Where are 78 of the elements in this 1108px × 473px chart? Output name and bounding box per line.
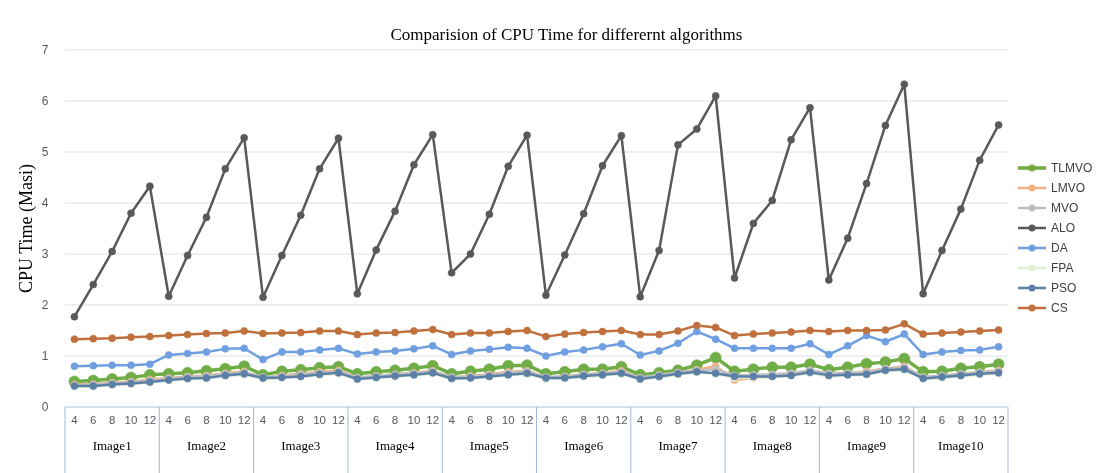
x-tick-label: 12	[237, 414, 251, 426]
legend-label: CS	[1051, 301, 1068, 316]
x-tick-label: 8	[769, 414, 776, 426]
x-tick-label: 12	[803, 414, 817, 426]
y-tick-label: 4	[41, 196, 49, 211]
y-tick-label: 3	[41, 247, 49, 262]
x-tick-label: 10	[218, 414, 232, 426]
text: Image9	[847, 438, 887, 453]
x-tick-label: 8	[674, 414, 682, 426]
x-tick-label: 4	[542, 414, 550, 426]
x-tick-label: 6	[561, 414, 568, 426]
x-tick-label: 10	[124, 414, 138, 426]
x-tick-label: 8	[297, 414, 304, 426]
x-tick-label: 4	[825, 414, 833, 426]
x-tick-label: 6	[90, 414, 97, 426]
x-tick-label: 12	[709, 414, 723, 426]
x-tick-label: 8	[391, 414, 399, 426]
x-tick-label: 4	[919, 414, 927, 426]
x-tick-label: 10	[407, 414, 421, 426]
x-tick-label: 8	[108, 414, 116, 426]
x-tick-label: 6	[750, 414, 757, 426]
x-tick-label: 4	[731, 414, 739, 426]
legend-label: PSO	[1051, 281, 1077, 296]
text: Image8	[752, 438, 792, 453]
x-tick-label: 8	[863, 414, 870, 426]
y-tick-label: 5	[41, 145, 49, 160]
x-tick-label: 10	[784, 414, 798, 426]
text: Image1	[92, 438, 132, 453]
y-tick-label: 6	[41, 94, 49, 109]
x-tick-label: 4	[259, 414, 267, 426]
text: Image4	[375, 438, 416, 453]
x-tick-label: 12	[332, 414, 345, 426]
x-tick-label: 10	[690, 414, 704, 426]
x-tick-label: 10	[501, 414, 515, 426]
chart-title: Comparision of CPU Time for differernt algorithms	[390, 25, 743, 44]
x-tick-label: 10	[973, 414, 987, 426]
x-tick-label: 6	[655, 414, 663, 426]
legend-label: MVO	[1051, 201, 1079, 216]
text: Image7	[658, 438, 698, 453]
x-tick-label: 6	[467, 414, 474, 426]
x-tick-label: 10	[313, 414, 327, 426]
legend-label: TLMVO	[1051, 161, 1093, 176]
text: Image3	[281, 438, 321, 453]
x-tick-label: 4	[448, 414, 456, 426]
text: Image6	[564, 438, 604, 453]
x-tick-label: 8	[957, 414, 965, 426]
y-tick-label: 2	[41, 298, 49, 313]
legend-label: ALO	[1051, 221, 1076, 236]
legend-label: FPA	[1051, 261, 1074, 276]
x-tick-label: 4	[354, 414, 362, 426]
y-tick-label: 7	[41, 43, 49, 58]
x-tick-label: 10	[596, 414, 609, 426]
x-tick-label: 12	[897, 414, 911, 426]
x-tick-label: 8	[486, 414, 493, 426]
x-tick-label: 12	[614, 414, 628, 426]
x-tick-label: 10	[879, 414, 892, 426]
y-tick-label: 0	[41, 400, 49, 415]
text: Image5	[469, 438, 509, 453]
x-tick-label: 12	[143, 414, 157, 426]
x-tick-label: 6	[844, 414, 851, 426]
y-axis-title: CPU Time (Masi)	[16, 163, 37, 294]
x-tick-label: 8	[203, 414, 210, 426]
x-tick-label: 12	[992, 414, 1005, 426]
text: Image2	[186, 438, 226, 453]
x-tick-label: 6	[184, 414, 191, 426]
x-tick-label: 4	[165, 414, 173, 426]
text: Image10	[938, 438, 984, 453]
x-tick-label: 12	[520, 414, 534, 426]
x-tick-label: 6	[278, 414, 286, 426]
legend-label: DA	[1051, 241, 1068, 256]
legend-label: LMVO	[1051, 181, 1086, 196]
x-tick-label: 8	[580, 414, 587, 426]
x-tick-label: 6	[372, 414, 380, 426]
y-tick-label: 1	[41, 349, 49, 364]
x-tick-label: 4	[71, 414, 79, 426]
x-tick-label: 4	[637, 414, 645, 426]
x-tick-label: 6	[938, 414, 946, 426]
x-tick-label: 12	[426, 414, 440, 426]
